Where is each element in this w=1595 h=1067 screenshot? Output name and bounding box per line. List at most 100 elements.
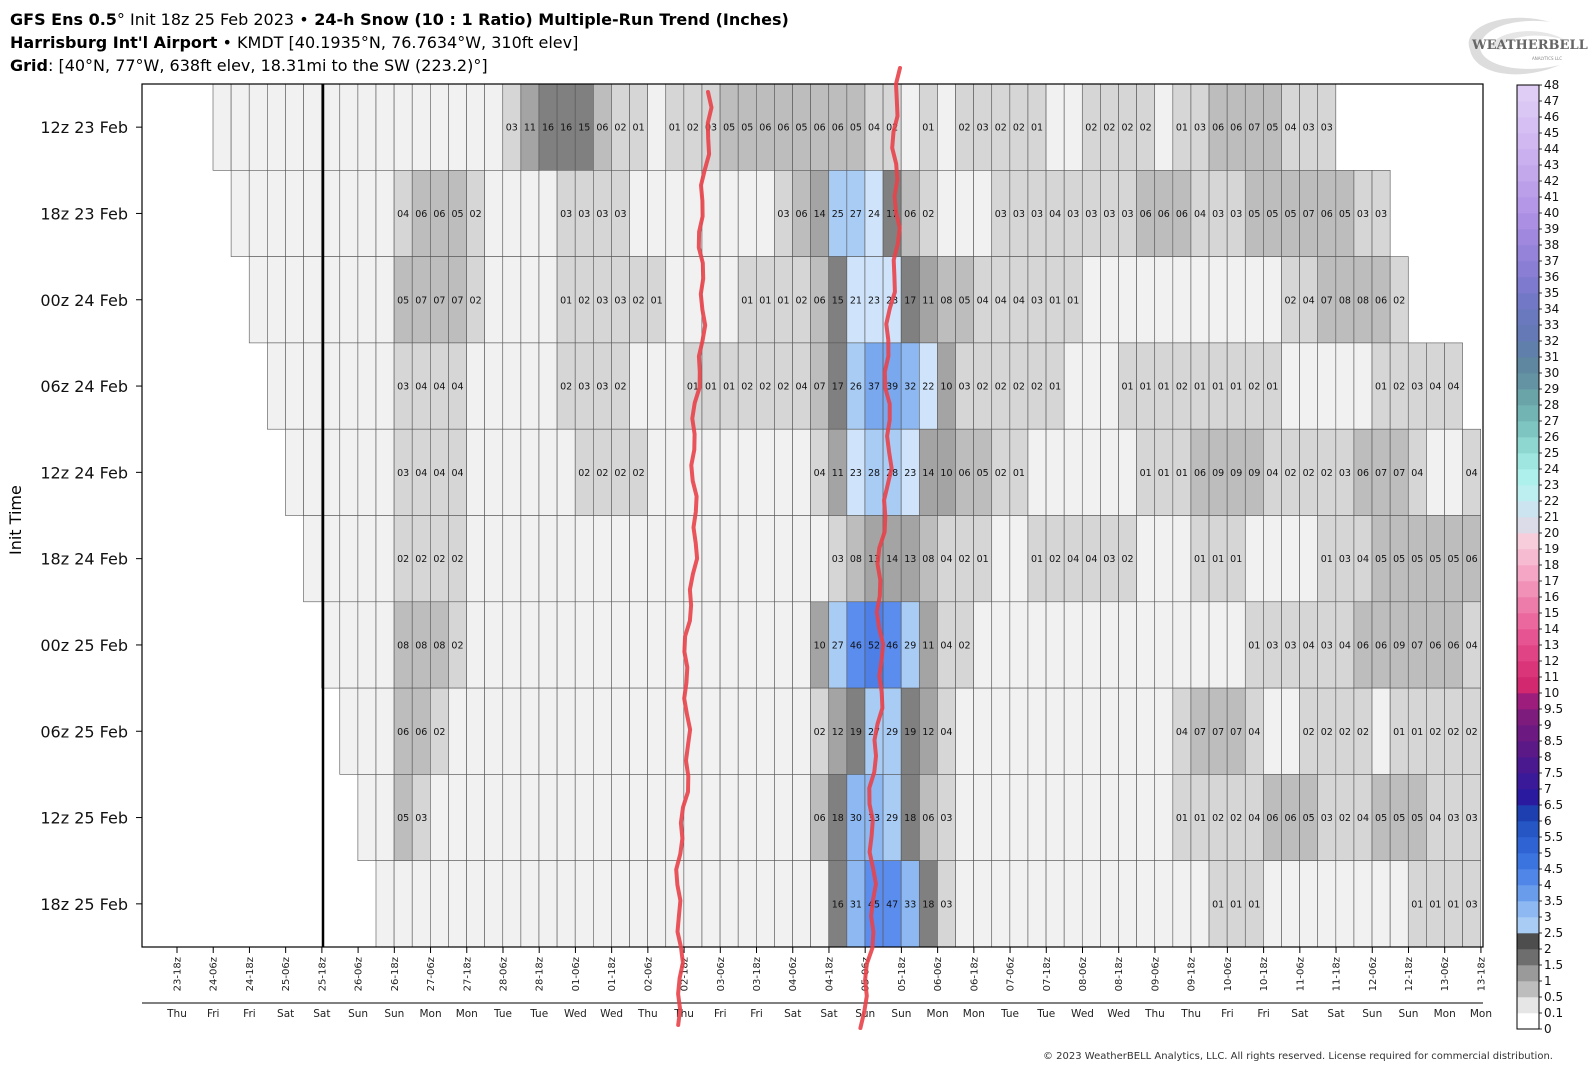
cell-value-label: 02: [1447, 727, 1459, 738]
cell-value-label: 06: [596, 123, 608, 134]
colorbar-tick-label: 47: [1544, 94, 1559, 108]
x-day-label: Thu: [637, 1008, 658, 1020]
heatmap-cell: [1009, 860, 1029, 948]
cell-value-label: 02: [995, 382, 1007, 393]
cell-value-label: 06: [904, 209, 916, 220]
heatmap-cell: [701, 515, 721, 603]
x-day-label: Sun: [348, 1008, 368, 1020]
heatmap-cell: [375, 774, 395, 862]
colorbar-segment: [1517, 341, 1539, 358]
colorbar-segment: [1517, 805, 1539, 822]
heatmap-cell: [1081, 774, 1101, 862]
cell-value-label: 05: [1339, 209, 1351, 220]
cell-value-label: 03: [1103, 209, 1115, 220]
heatmap-cell: [955, 170, 974, 257]
colorbar-segment: [1517, 309, 1539, 326]
cell-value-label: 03: [1085, 209, 1097, 220]
heatmap-cell: [357, 342, 377, 430]
heatmap-cell: [448, 774, 467, 862]
cell-value-label: 03: [777, 209, 789, 220]
colorbar-segment: [1517, 981, 1539, 998]
heatmap-cell: [973, 860, 993, 948]
cell-value-label: 03: [1031, 295, 1043, 306]
cell-value-label: 03: [614, 209, 626, 220]
y-tick-label: 18z 23 Feb: [40, 204, 128, 223]
heatmap-cell: [611, 860, 630, 948]
heatmap-cell: [339, 687, 359, 775]
colorbar-segment: [1517, 277, 1539, 294]
heatmap-cell: [339, 515, 359, 603]
x-tick-label: 01-18z: [607, 957, 618, 991]
heatmap-cell: [611, 774, 630, 862]
colorbar-segment: [1517, 245, 1539, 262]
cell-value-label: 03: [1466, 813, 1478, 824]
colorbar-segment: [1517, 389, 1539, 406]
cell-value-label: 47: [886, 899, 898, 910]
heatmap-cell: [538, 774, 558, 862]
colorbar-tick-label: 0.1: [1544, 1006, 1563, 1020]
cell-value-label: 01: [1122, 382, 1134, 393]
heatmap-cell: [701, 170, 721, 257]
cell-value-label: 03: [415, 813, 427, 824]
cell-value-label: 03: [596, 209, 608, 220]
heatmap-cell: [375, 601, 395, 689]
heatmap-cell: [1444, 428, 1463, 516]
heatmap-cell: [1027, 601, 1047, 689]
cell-value-label: 03: [977, 123, 989, 134]
heatmap-cell: [520, 170, 540, 257]
colorbar-tick-label: 38: [1544, 238, 1559, 252]
cell-value-label: 14: [886, 554, 898, 565]
cell-value-label: 04: [451, 382, 463, 393]
heatmap-cell: [393, 83, 413, 171]
heatmap-cell: [647, 687, 667, 775]
heatmap-cell: [466, 774, 485, 862]
heatmap-cell: [357, 687, 377, 775]
heatmap-cell: [755, 687, 775, 775]
cell-value-label: 02: [596, 468, 608, 479]
colorbar-segment: [1517, 661, 1539, 678]
heatmap-cell: [611, 515, 630, 603]
heatmap-cell: [755, 515, 775, 603]
y-tick-label: 12z 24 Feb: [40, 463, 128, 482]
heatmap-cell: [321, 83, 341, 171]
cell-value-label: 01: [1411, 899, 1423, 910]
cell-value-label: 03: [1212, 209, 1224, 220]
grid-label: Grid: [10, 56, 48, 75]
colorbar-tick-label: 8: [1544, 750, 1552, 764]
heatmap-cell: [538, 170, 558, 257]
heatmap-cell: [1281, 687, 1300, 775]
heatmap-cell: [629, 342, 648, 430]
cell-value-label: 01: [1212, 554, 1224, 565]
heatmap-cell: [737, 428, 757, 516]
colorbar-segment: [1517, 469, 1539, 486]
heatmap-cell: [647, 515, 667, 603]
cell-value-label: 04: [1285, 123, 1297, 134]
cell-value-label: 03: [397, 382, 409, 393]
cell-value-label: 06: [1212, 123, 1224, 134]
heatmap-cell: [991, 687, 1011, 775]
heatmap-cell: [810, 515, 830, 603]
cell-value-label: 07: [433, 295, 445, 306]
weatherbell-logo: WEATHERBELL ANALYTICS LLC: [1450, 10, 1588, 80]
cell-value-label: 04: [995, 295, 1007, 306]
cell-value-label: 21: [850, 295, 862, 306]
x-tick-label: 10-18z: [1259, 957, 1270, 991]
colorbar-tick-label: 6.5: [1544, 798, 1563, 812]
colorbar-tick-label: 36: [1544, 270, 1559, 284]
heatmap-cell: [1299, 860, 1319, 948]
cell-value-label: 04: [1466, 640, 1478, 651]
cell-value-label: 08: [940, 295, 952, 306]
heatmap-cell: [538, 601, 558, 689]
grid-info: : [40°N, 77°W, 638ft elev, 18.31mi to th…: [47, 56, 488, 75]
heatmap-cell: [357, 170, 377, 257]
x-tick-label: 10-06z: [1223, 957, 1234, 991]
heatmap-cell: [375, 342, 395, 430]
x-day-label: Mon: [927, 1008, 949, 1020]
x-day-label: Sun: [891, 1008, 911, 1020]
x-tick-label: 24-18z: [245, 957, 256, 991]
heatmap-cell: [665, 342, 685, 430]
colorbar-segment: [1517, 501, 1539, 518]
heatmap-cell: [1371, 687, 1391, 775]
colorbar-tick-label: 9.5: [1544, 702, 1563, 716]
cell-value-label: 06: [1158, 209, 1170, 220]
